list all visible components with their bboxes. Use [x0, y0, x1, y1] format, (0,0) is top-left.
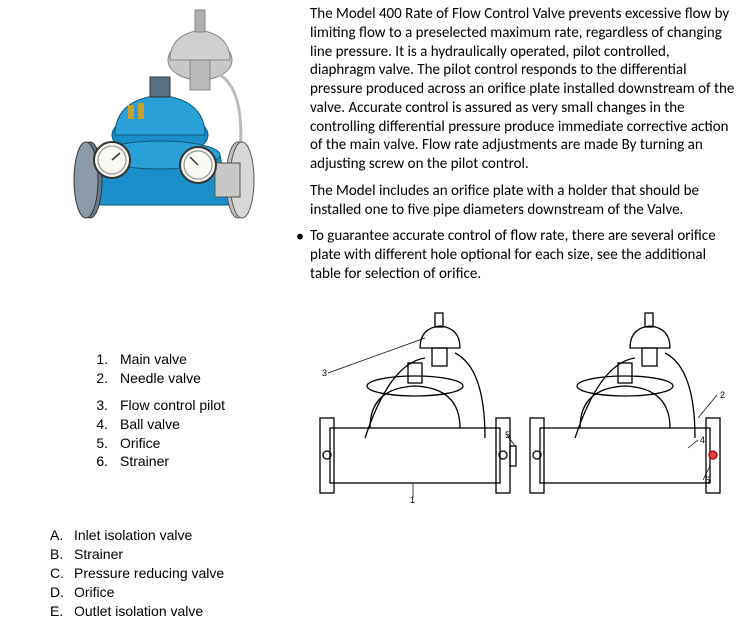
legend-text: Strainer: [120, 452, 169, 471]
legend-alpha-a: A.: [50, 526, 74, 545]
legend-alpha-c: C.: [50, 564, 74, 583]
bullet-icon: •: [290, 227, 310, 246]
legend-num-6: 6.: [90, 452, 120, 471]
description-paragraph-1: The Model 400 Rate of Flow Control Valve…: [310, 5, 736, 174]
legend-num-2: 2.: [90, 369, 120, 388]
legend-text: Strainer: [74, 545, 123, 564]
legend-alpha-e: E.: [50, 602, 74, 621]
legend-alpha-d: D.: [50, 583, 74, 602]
legend-text: Outlet isolation valve: [74, 602, 203, 621]
svg-text:2: 2: [720, 390, 725, 400]
alpha-legend: A.Inlet isolation valve B.Strainer C.Pre…: [50, 526, 290, 620]
legend-num-1: 1.: [90, 350, 120, 369]
svg-text:6: 6: [705, 475, 710, 485]
legend-alpha-b: B.: [50, 545, 74, 564]
svg-text:1: 1: [410, 495, 415, 505]
description-paragraph-2: The Model includes an orifice plate with…: [310, 182, 736, 220]
svg-text:3: 3: [322, 368, 327, 378]
legend-text: Orifice: [120, 434, 160, 453]
legend-text: Ball valve: [120, 415, 180, 434]
legend-text: Pressure reducing valve: [74, 564, 224, 583]
legend-text: Flow control pilot: [120, 396, 225, 415]
valve-product-photo: [50, 5, 280, 250]
legend-num-5: 5.: [90, 434, 120, 453]
legend-num-3: 3.: [90, 396, 120, 415]
legend-text: Inlet isolation valve: [74, 526, 192, 545]
legend-text: Orifice: [74, 583, 114, 602]
legend-num-4: 4.: [90, 415, 120, 434]
valve-schematic-diagram: 1 5 3 2 4 6: [310, 298, 730, 508]
svg-text:4: 4: [700, 435, 705, 445]
numeric-legend: 1.Main valve 2.Needle valve 3.Flow contr…: [90, 350, 290, 471]
legend-text: Main valve: [120, 350, 187, 369]
legend-text: Needle valve: [120, 369, 201, 388]
description-paragraph-3: To guarantee accurate control of flow ra…: [310, 227, 736, 283]
